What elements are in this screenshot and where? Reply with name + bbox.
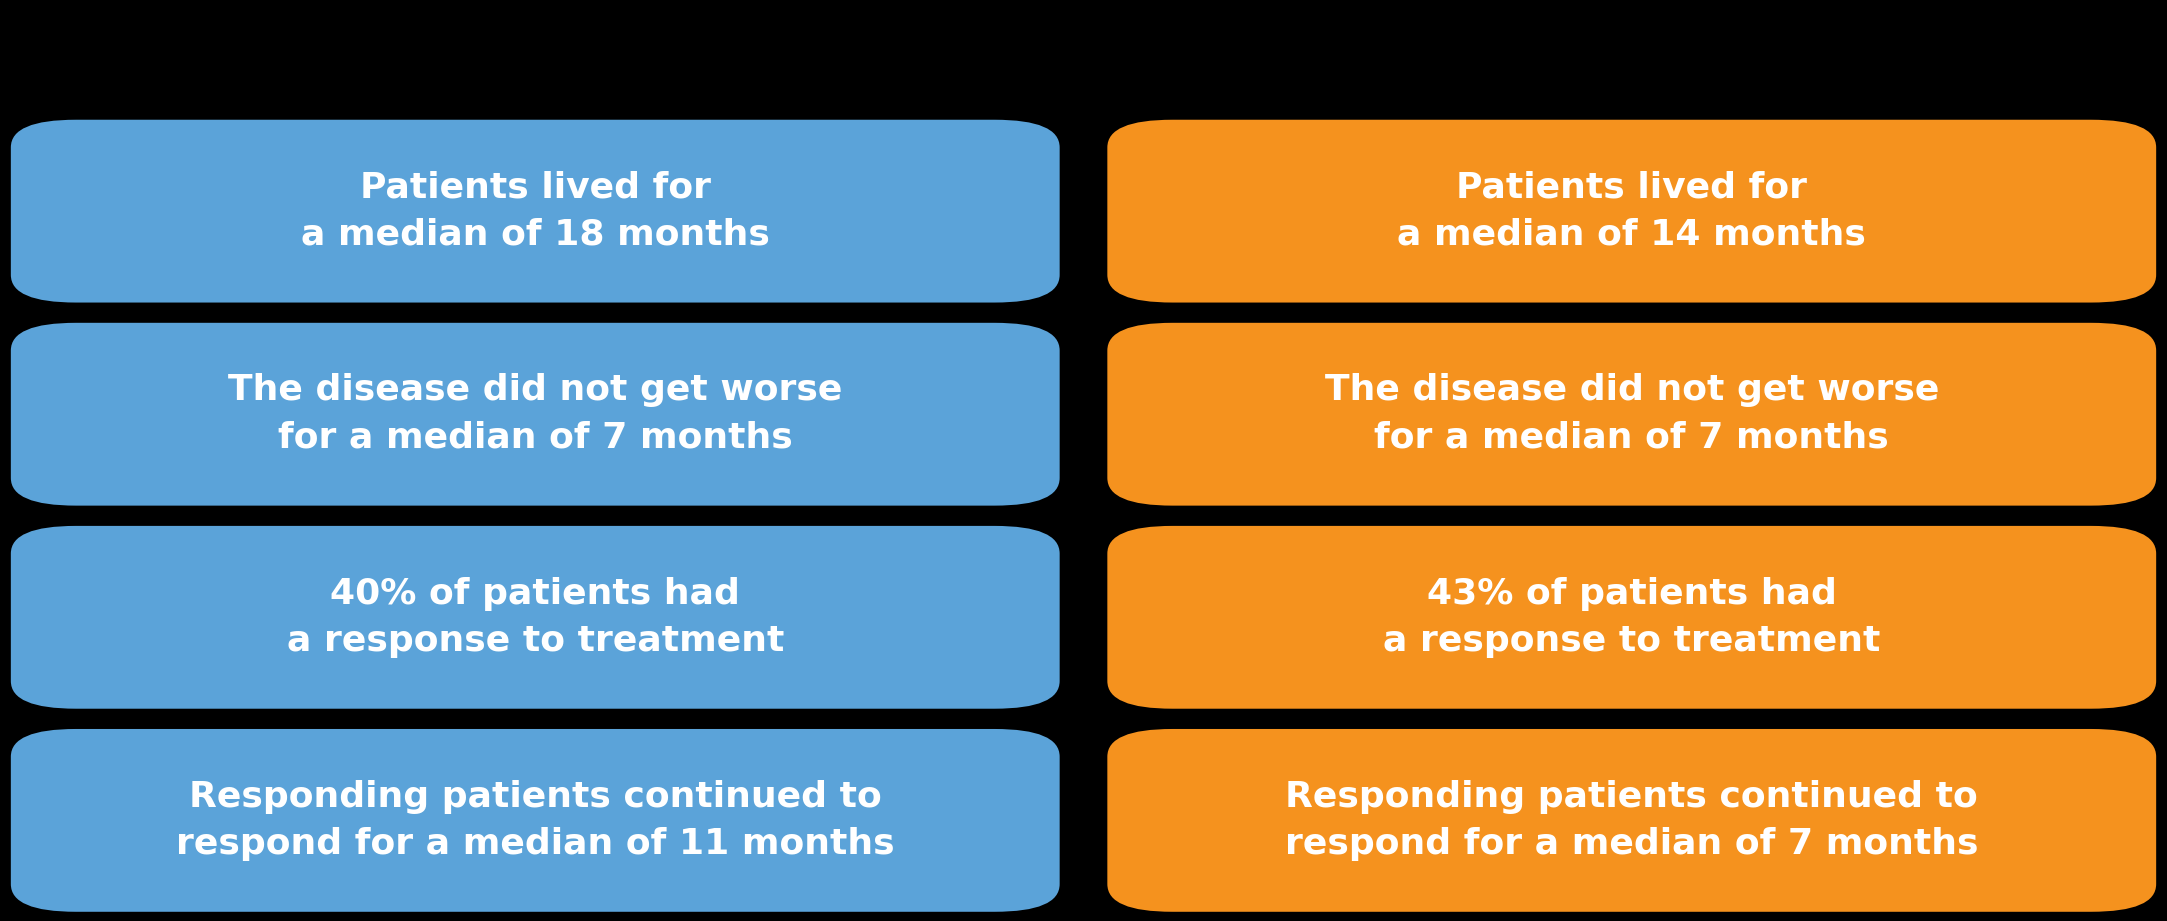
FancyBboxPatch shape <box>11 729 1060 912</box>
Text: The disease did not get worse
for a median of 7 months: The disease did not get worse for a medi… <box>1324 374 1939 455</box>
FancyBboxPatch shape <box>11 323 1060 506</box>
FancyBboxPatch shape <box>1107 526 2156 709</box>
Text: 40% of patients had
a response to treatment: 40% of patients had a response to treatm… <box>286 577 784 658</box>
FancyBboxPatch shape <box>11 120 1060 303</box>
FancyBboxPatch shape <box>1107 120 2156 303</box>
Text: 43% of patients had
a response to treatment: 43% of patients had a response to treatm… <box>1383 577 1881 658</box>
Text: The disease did not get worse
for a median of 7 months: The disease did not get worse for a medi… <box>228 374 843 455</box>
FancyBboxPatch shape <box>1107 729 2156 912</box>
Text: Responding patients continued to
respond for a median of 7 months: Responding patients continued to respond… <box>1285 780 1978 861</box>
Text: Responding patients continued to
respond for a median of 11 months: Responding patients continued to respond… <box>176 780 895 861</box>
FancyBboxPatch shape <box>1107 323 2156 506</box>
Text: Patients lived for
a median of 18 months: Patients lived for a median of 18 months <box>301 170 769 251</box>
FancyBboxPatch shape <box>11 526 1060 709</box>
Text: Patients lived for
a median of 14 months: Patients lived for a median of 14 months <box>1398 170 1866 251</box>
